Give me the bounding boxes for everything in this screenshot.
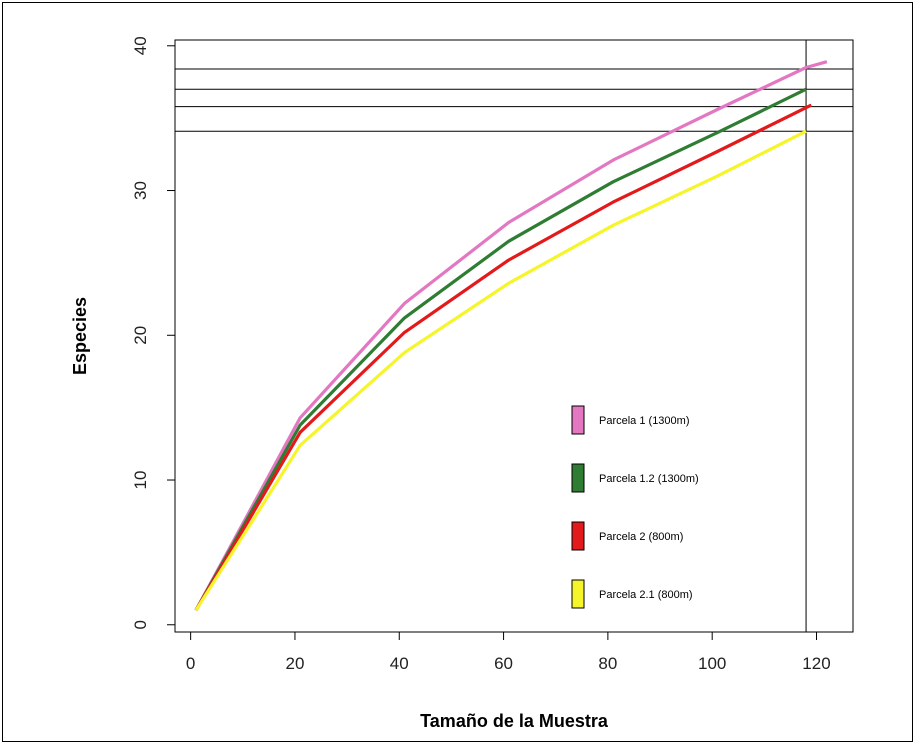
legend: Parcela 1 (1300m) Parcela 1.2 (1300m) Parc… <box>571 405 699 609</box>
x-tick-label-2: 40 <box>390 654 409 673</box>
y-axis-title: Especies <box>70 297 90 375</box>
reference-lines <box>175 40 853 632</box>
legend-swatch-2 <box>571 521 585 551</box>
y-tick-label-0: 0 <box>131 620 150 629</box>
legend-label-0: Parcela 1 (1300m) <box>599 415 690 427</box>
y-tick-label-2: 20 <box>131 326 150 345</box>
legend-label-2: Parcela 2 (800m) <box>599 531 683 543</box>
x-tick-label-5: 100 <box>698 654 726 673</box>
legend-swatch-3 <box>571 579 585 609</box>
series-lines <box>194 60 828 612</box>
y-tick-label-1: 10 <box>131 471 150 490</box>
y-axis: 0 10 20 30 40 <box>131 36 176 629</box>
x-axis: 0 20 40 60 80 100 120 <box>186 631 831 673</box>
legend-swatch-1 <box>571 463 585 493</box>
x-tick-label-3: 60 <box>494 654 513 673</box>
x-tick-label-4: 80 <box>598 654 617 673</box>
series-line-3 <box>194 129 807 612</box>
x-tick-label-1: 20 <box>285 654 304 673</box>
plot-area-border <box>174 39 854 633</box>
legend-label-1: Parcela 1.2 (1300m) <box>599 473 699 485</box>
x-tick-label-0: 0 <box>186 654 195 673</box>
legend-label-3: Parcela 2.1 (800m) <box>599 589 693 601</box>
series-line-2 <box>194 103 813 612</box>
legend-swatch-0 <box>571 405 585 435</box>
series-line-0 <box>194 60 828 612</box>
series-line-1 <box>194 87 807 612</box>
x-tick-label-6: 120 <box>802 654 830 673</box>
y-tick-label-3: 30 <box>131 181 150 200</box>
x-axis-title: Tamaño de la Muestra <box>420 711 609 731</box>
y-tick-label-4: 40 <box>131 36 150 55</box>
